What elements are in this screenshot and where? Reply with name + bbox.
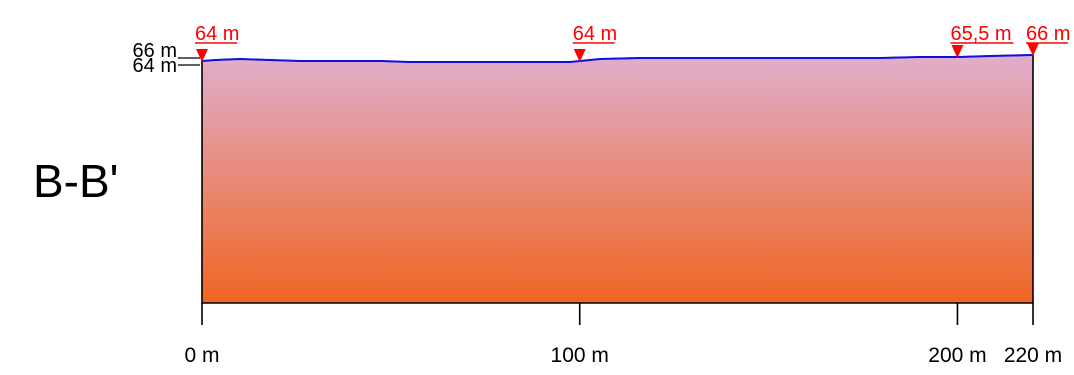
marker-triangle-icon bbox=[1027, 43, 1039, 56]
marker-label: 66 m bbox=[1026, 23, 1070, 45]
marker-label: 64 m bbox=[573, 23, 617, 45]
marker-label: 65,5 m bbox=[950, 23, 1011, 45]
distance-tick-label: 200 m bbox=[928, 344, 986, 367]
distance-tick-label: 220 m bbox=[1004, 344, 1062, 367]
marker-triangle-icon bbox=[196, 49, 208, 62]
elevation-marker: 65,5 m bbox=[950, 23, 1014, 58]
section-body bbox=[201, 54, 1034, 304]
marker-triangle-icon bbox=[951, 45, 964, 58]
elevation-marker: 64 m bbox=[572, 23, 617, 63]
marker-triangle-icon bbox=[573, 49, 586, 63]
distance-tick-label: 100 m bbox=[551, 344, 609, 367]
elevation-marker: 64 m bbox=[195, 23, 239, 62]
elevation-tick-label: 64 m bbox=[133, 55, 177, 77]
distance-tick-label: 0 m bbox=[184, 344, 219, 367]
elevation-marker: 66 m bbox=[1026, 23, 1070, 56]
section-label: B-B' bbox=[33, 155, 119, 207]
marker-label: 64 m bbox=[195, 23, 239, 45]
elevation-tick-label: 66 m bbox=[133, 40, 177, 62]
ground-surface-line bbox=[201, 54, 1034, 63]
